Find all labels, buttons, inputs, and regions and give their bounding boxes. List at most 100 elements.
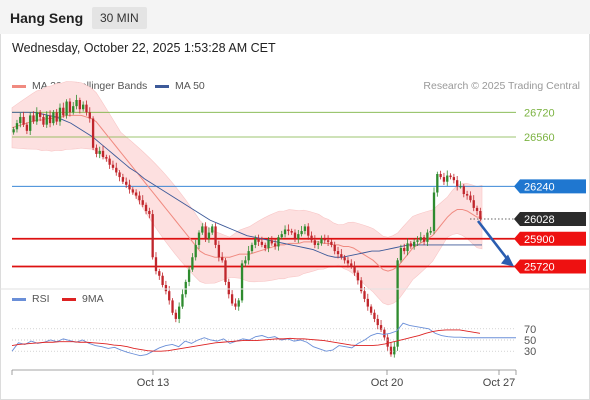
candle [403, 243, 406, 255]
candle [307, 223, 310, 240]
candle-body [436, 174, 439, 193]
candle-body [386, 337, 389, 347]
candle-body [277, 237, 280, 247]
copyright-label: Research © 2025 Trading Central [423, 80, 580, 92]
candle-body [290, 231, 293, 233]
candle [45, 111, 48, 128]
candle [164, 280, 168, 295]
candle [320, 235, 323, 246]
candle-body [217, 244, 221, 258]
candle-body [456, 180, 459, 187]
forecast-arrow-shaft [476, 220, 512, 264]
candle-body [412, 241, 416, 247]
level-tag-bg-26240 [514, 179, 586, 194]
candle [273, 238, 277, 250]
candle [191, 253, 194, 272]
interval-badge[interactable]: 30 MIN [92, 7, 147, 29]
candle [91, 116, 95, 151]
candle-body [383, 329, 386, 338]
candle [399, 244, 403, 263]
candle [48, 110, 52, 128]
candle-body [230, 294, 234, 304]
candle-body [475, 207, 479, 211]
candle-body [187, 269, 191, 282]
candle [82, 101, 85, 112]
candle [379, 319, 383, 333]
candle-body [38, 112, 42, 117]
candle [221, 252, 224, 263]
rsi-tick-label: 50 [524, 335, 536, 347]
candle [58, 103, 62, 126]
candle [479, 207, 482, 222]
candle [134, 189, 138, 199]
candle-body [283, 229, 287, 235]
x-tick-label: Oct 20 [371, 377, 403, 389]
candle-body [55, 112, 58, 122]
candle-body [181, 294, 184, 307]
candle [211, 224, 214, 235]
candle-body [472, 200, 475, 208]
candle [449, 173, 452, 180]
ma9-legend-swatch [62, 298, 76, 301]
candle-body [452, 177, 456, 181]
candle-body [25, 124, 29, 131]
candle-body [191, 257, 194, 270]
candle-body [264, 244, 267, 248]
candle [290, 228, 293, 235]
candle [360, 277, 363, 294]
candle [313, 235, 317, 249]
candle-body [343, 257, 346, 261]
candle [161, 272, 164, 288]
candle-body [237, 300, 240, 307]
forecast-arrow-head [501, 254, 514, 267]
candle [224, 258, 227, 286]
candle-body [479, 211, 482, 220]
candle-body [469, 195, 472, 201]
candle-body [45, 115, 48, 125]
candle [234, 298, 237, 310]
candle-body [336, 251, 340, 255]
candle-body [360, 280, 363, 292]
candle-body [75, 100, 78, 107]
candle-body [121, 177, 125, 182]
candle-body [58, 107, 62, 122]
candle-body [439, 174, 442, 178]
candle [442, 172, 446, 185]
candle [257, 234, 260, 246]
candle [95, 144, 98, 158]
candle-body [161, 275, 164, 285]
candle [406, 238, 409, 256]
candle [72, 102, 75, 115]
candle [436, 171, 439, 197]
candle [254, 235, 257, 249]
candle-body [247, 251, 250, 261]
candle [330, 239, 333, 248]
candle-body [12, 129, 15, 133]
candle [446, 170, 449, 186]
candle [115, 162, 118, 176]
candle-body [95, 147, 98, 154]
ma9-legend-label: 9MA [82, 293, 104, 305]
level-tag-26240: 26240 [524, 181, 555, 193]
candle [393, 341, 396, 358]
candle [389, 342, 393, 357]
candle [373, 309, 376, 323]
candle-body [174, 312, 177, 319]
candle-body [244, 260, 247, 264]
candle [19, 112, 22, 128]
candle [432, 187, 436, 235]
candle [270, 236, 273, 246]
candle-body [207, 232, 211, 239]
candle [52, 110, 55, 126]
candle-body [158, 271, 161, 276]
candle-body [91, 118, 95, 148]
candle [340, 249, 343, 260]
candle [356, 270, 360, 285]
candle-body [333, 244, 336, 252]
candle [108, 155, 111, 169]
candle-body [62, 107, 65, 116]
header-bar: Hang Seng 30 MIN [0, 0, 590, 34]
candle-body [211, 226, 214, 233]
candle-body [422, 237, 426, 242]
